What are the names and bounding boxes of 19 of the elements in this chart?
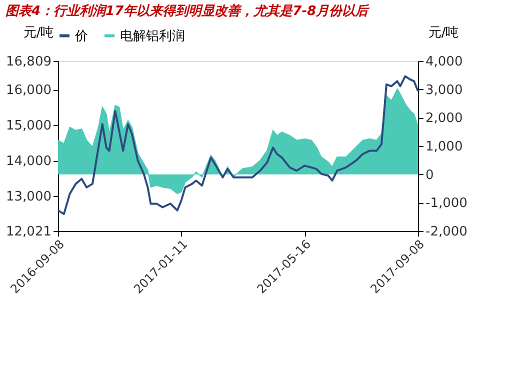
y2-tick-label: 3,000 <box>426 82 463 98</box>
y2-tick-label: 4,000 <box>426 54 463 70</box>
y2-axis-title: 元/吨 <box>428 26 459 40</box>
y-tick-label: 13,000 <box>6 190 52 205</box>
y2-tick-label: 2,000 <box>426 111 463 126</box>
chart-title: 图表4：行业利润17年以来得到明显改善，尤其是7-8月份以后 <box>6 3 370 19</box>
y-tick-label: 14,000 <box>6 154 52 170</box>
y2-tick-label: -2,000 <box>426 224 468 240</box>
y-axis-title: 元/吨 <box>23 26 54 40</box>
y-tick-label: 15,000 <box>6 118 52 134</box>
y2-tick-label: 0 <box>426 168 434 183</box>
y2-tick-label: -1,000 <box>426 196 468 212</box>
legend-label: 价 <box>74 28 88 44</box>
y-tick-label: 12,021 <box>6 224 52 240</box>
legend-label: 电解铝利润 <box>120 28 185 44</box>
y-tick-label: 16,000 <box>6 83 52 98</box>
y-tick-label: 16,809 <box>6 54 52 70</box>
y2-tick-label: 1,000 <box>426 140 463 154</box>
line-series <box>57 75 419 215</box>
